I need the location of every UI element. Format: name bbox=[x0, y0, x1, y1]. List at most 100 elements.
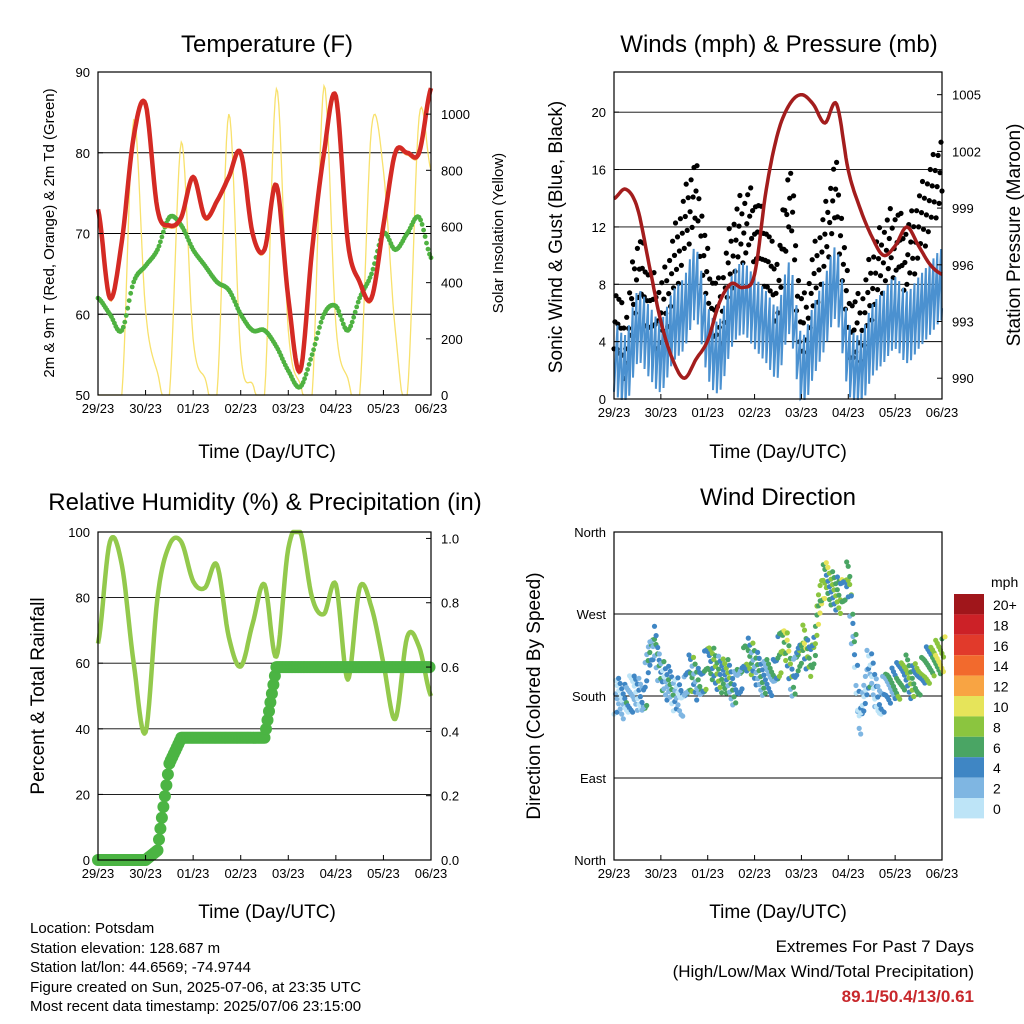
gust-point bbox=[884, 217, 890, 223]
extremes-heading: Extremes For Past 7 Days bbox=[775, 937, 974, 956]
dewpoint-point bbox=[128, 290, 134, 296]
gust-point bbox=[705, 245, 711, 251]
dewpoint-point bbox=[348, 323, 354, 329]
direction-point bbox=[644, 678, 650, 684]
gust-point bbox=[783, 248, 789, 254]
winds-x-ticks: 29/23 30/23 01/23 02/23 03/23 04/23 05/23 06/23 bbox=[598, 394, 959, 420]
direction-point bbox=[853, 631, 859, 638]
gust-point bbox=[812, 238, 818, 244]
gust-point bbox=[776, 277, 782, 283]
gust-point bbox=[837, 233, 844, 239]
dewpoint-point bbox=[122, 319, 128, 325]
gust-point bbox=[667, 257, 673, 264]
x-tick-label: 30/23 bbox=[129, 866, 162, 881]
direction-point bbox=[825, 564, 831, 571]
dewpoint-point bbox=[125, 305, 131, 311]
direction-point bbox=[761, 672, 767, 678]
direction-point bbox=[870, 692, 876, 698]
humidity-line bbox=[95, 529, 434, 736]
direction-point bbox=[817, 610, 823, 616]
direction-point bbox=[726, 662, 733, 668]
direction-point bbox=[881, 709, 887, 715]
humidity-panel: Relative Humidity (%) & Precipitation (i… bbox=[28, 489, 482, 923]
direction-point bbox=[783, 657, 789, 664]
gust-point bbox=[859, 327, 865, 333]
gust-point bbox=[821, 263, 827, 269]
direction-point bbox=[812, 652, 819, 659]
direction-point bbox=[719, 676, 725, 682]
y-tick-label: 70 bbox=[76, 227, 90, 242]
dewpoint-point bbox=[312, 341, 318, 347]
direction-left-ticks: North East South West North bbox=[572, 525, 619, 868]
direction-point bbox=[739, 686, 745, 692]
gust-point bbox=[745, 192, 751, 198]
direction-point bbox=[873, 676, 879, 682]
direction-point bbox=[750, 640, 756, 646]
direction-point bbox=[644, 702, 650, 709]
gust-point bbox=[764, 284, 770, 290]
gust-point bbox=[808, 290, 814, 296]
direction-point bbox=[676, 682, 683, 688]
direction-point bbox=[645, 670, 651, 676]
x-tick-label: 06/23 bbox=[926, 866, 959, 881]
direction-point bbox=[686, 652, 692, 658]
direction-point bbox=[864, 647, 870, 654]
sonic-wind-series bbox=[613, 247, 943, 402]
gust-point bbox=[915, 255, 921, 261]
dewpoint-point bbox=[369, 271, 374, 277]
gust-point bbox=[873, 270, 879, 276]
legend-label: 12 bbox=[993, 679, 1009, 695]
gust-point bbox=[911, 224, 917, 230]
direction-point bbox=[616, 701, 622, 707]
precip-point bbox=[263, 705, 275, 718]
gust-point bbox=[860, 296, 866, 302]
gust-point bbox=[814, 253, 820, 259]
direction-point bbox=[617, 680, 623, 687]
direction-point bbox=[794, 672, 800, 678]
gust-point bbox=[634, 245, 641, 251]
y-tick-label: 200 bbox=[441, 332, 463, 347]
direction-ylabel-left: Direction (Colored By Speed) bbox=[524, 572, 545, 819]
precip-point bbox=[157, 800, 170, 813]
direction-point bbox=[792, 691, 798, 697]
gust-point bbox=[916, 193, 923, 199]
gust-point bbox=[795, 278, 802, 284]
y-tick-label: 0 bbox=[83, 853, 90, 868]
gust-point bbox=[744, 221, 750, 227]
gust-point bbox=[765, 259, 771, 265]
gust-point bbox=[656, 289, 662, 296]
direction-point bbox=[620, 691, 626, 697]
y-tick-label: 0.4 bbox=[441, 724, 459, 739]
y-tick-label: 0.2 bbox=[441, 789, 459, 804]
direction-point bbox=[875, 694, 881, 700]
gust-point bbox=[921, 195, 928, 201]
legend-label: 8 bbox=[993, 719, 1001, 735]
gust-point bbox=[676, 248, 683, 254]
y-tick-label: 8 bbox=[599, 277, 606, 292]
x-tick-label: 30/23 bbox=[645, 405, 678, 420]
direction-point bbox=[722, 661, 728, 667]
x-tick-label: 29/23 bbox=[82, 401, 115, 416]
direction-point bbox=[765, 661, 772, 667]
gust-point bbox=[673, 266, 680, 272]
pressure-line bbox=[613, 92, 943, 380]
y-tick-label: 400 bbox=[441, 276, 463, 291]
gust-point bbox=[881, 229, 888, 235]
x-tick-label: 01/23 bbox=[691, 405, 724, 420]
direction-point bbox=[847, 573, 853, 580]
x-tick-label: 06/23 bbox=[926, 405, 959, 420]
y-tick-label: 996 bbox=[952, 258, 974, 273]
legend-swatch bbox=[954, 757, 984, 778]
gust-point bbox=[908, 239, 914, 245]
direction-point bbox=[798, 660, 805, 666]
direction-point bbox=[764, 681, 770, 687]
speed-legend: mph 20+ 18 16 14 12 10 8 6 4 2 0 bbox=[954, 574, 1018, 819]
gust-point bbox=[619, 300, 625, 306]
gust-point bbox=[790, 209, 796, 215]
direction-point bbox=[830, 569, 836, 575]
direction-point bbox=[730, 675, 736, 682]
precip-point bbox=[153, 833, 165, 846]
gust-point bbox=[720, 275, 726, 281]
temperature-series bbox=[95, 87, 434, 375]
direction-point bbox=[800, 622, 806, 628]
